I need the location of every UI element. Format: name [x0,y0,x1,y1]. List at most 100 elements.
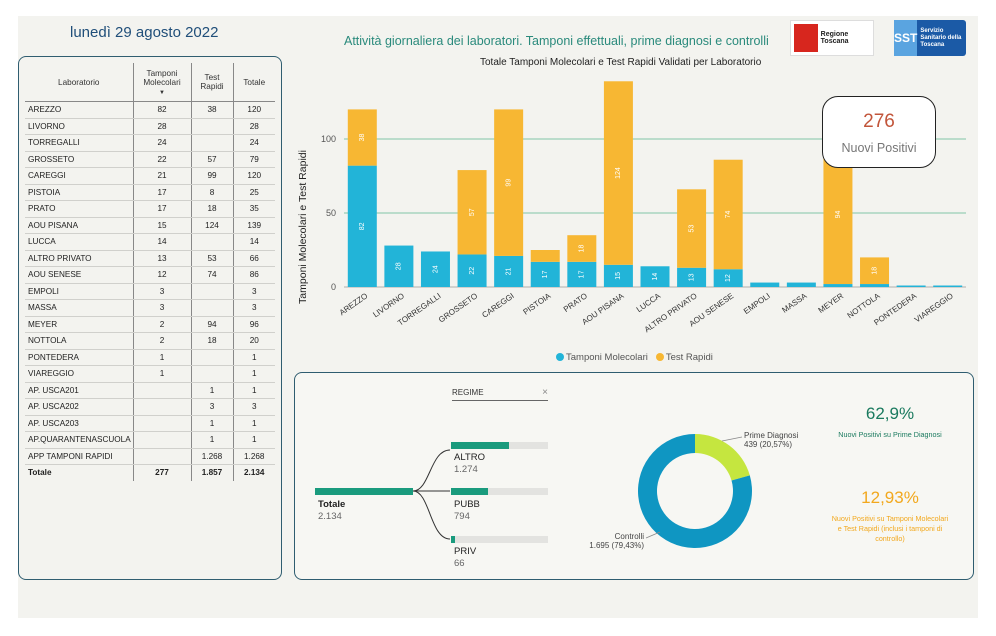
table-row[interactable]: ALTRO PRIVATO 13 53 66 [25,250,275,267]
table-row[interactable]: AP. USCA201 1 1 [25,382,275,399]
bar-tamponi [384,245,414,287]
table-cell: TORREGALLI [25,134,134,152]
tree-bar-altro [451,442,510,449]
table-cell: 1 [233,382,275,399]
table-cell: 21 [133,167,192,185]
table-row[interactable]: AP. USCA202 3 3 [25,398,275,416]
bottom-panel [294,372,974,580]
column-header-test-rapidi[interactable]: Test Rapidi [191,63,234,102]
bar-data-label: 74 [725,210,732,218]
donut-slice-prime-diagnosi[interactable] [695,434,750,481]
table-row[interactable]: VIAREGGIO 1 1 [25,365,275,383]
table-cell: 1 [133,365,192,383]
regione-toscana-logo: Regione Toscana [790,20,874,56]
bar-tamponi [860,284,890,287]
table-row[interactable]: TORREGALLI 24 24 [25,134,275,152]
table-cell: 86 [233,266,275,284]
bar-test-rapidi [603,81,633,265]
bar-data-label: 18 [579,245,586,253]
donut-slice-controlli[interactable] [638,434,752,548]
table-cell [133,382,192,399]
table-total-cell: Totale [25,464,134,481]
table-row[interactable]: EMPOLI 3 3 [25,283,275,300]
table-row[interactable]: LIVORNO 28 28 [25,118,275,135]
table-cell [133,415,192,432]
table-row[interactable]: AREZZO 82 38 120 [25,101,275,119]
table-cell: AOU PISANA [25,217,134,234]
table-row[interactable]: PISTOIA 17 8 25 [25,184,275,201]
sst-mark: SST [894,20,918,56]
table-row[interactable]: PRATO 17 18 35 [25,200,275,218]
table-cell: 74 [191,266,234,284]
table-cell: 3 [233,299,275,317]
bar-tamponi [750,282,780,287]
table-cell: VIAREGGIO [25,365,134,383]
table-row[interactable]: MASSA 3 3 [25,299,275,317]
table-row[interactable]: AP. USCA203 1 1 [25,415,275,432]
table-cell: 35 [233,200,275,218]
legend-dot-icon [655,353,664,362]
bar-test-rapidi [530,250,560,262]
regione-crest-icon [794,24,818,52]
table-total-row: Totale 277 1.857 2.134 [25,464,275,481]
table-cell [133,431,192,449]
table-cell: 1 [191,415,234,432]
table-cell: 94 [191,316,234,333]
column-header-laboratorio[interactable]: Laboratorio [25,63,134,102]
table-header-row: Laboratorio Tamponi Molecolari ▼ Test Rap… [25,63,275,102]
bar-tamponi [457,254,487,287]
table-cell: 1 [191,382,234,399]
bar-data-label: 53 [688,225,695,233]
table-cell: MEYER [25,316,134,333]
kpi-value: 62,9% [865,404,915,423]
table-row[interactable]: APP TAMPONI RAPIDI 1.268 1.268 [25,448,275,465]
bar-test-rapidi [677,189,707,268]
bar-tamponi [677,267,707,287]
sst-logo-text: Servizio Sanitario della Toscana [920,27,962,48]
table-cell: 99 [191,167,234,185]
table-cell [133,398,192,416]
table-cell: PISTOIA [25,184,134,201]
table-cell [191,349,234,366]
kpi-label: Nuovi Positivi su Prime Diagnosi [838,430,942,439]
table-row[interactable]: LUCCA 14 14 [25,233,275,251]
close-icon[interactable]: × [542,387,548,398]
bar-test-rapidi [567,235,597,262]
table-total-cell: 1.857 [191,464,234,481]
table-row[interactable]: CAREGGI 21 99 120 [25,167,275,185]
table-row[interactable]: AOU SENESE 12 74 86 [25,266,275,284]
table-cell: AP. USCA201 [25,382,134,399]
table-row[interactable]: AOU PISANA 15 124 139 [25,217,275,234]
tree-value-altro: 1.274 [454,464,478,475]
table-cell: 82 [133,101,192,119]
kpi-label: Nuovi Positivi su Tamponi Molecolari e T… [831,514,949,543]
table-cell [191,233,234,251]
table-row[interactable]: PONTEDERA 1 1 [25,349,275,366]
table-cell: 1 [191,431,234,449]
tree-label-altro: ALTRO [454,452,485,463]
table-row[interactable]: NOTTOLA 2 18 20 [25,332,275,350]
table-cell: 3 [133,299,192,317]
table-row[interactable]: MEYER 2 94 96 [25,316,275,333]
column-header-totale[interactable]: Totale [233,63,275,102]
table-row[interactable]: GROSSETO 22 57 79 [25,151,275,168]
laboratory-table-panel: Laboratorio Tamponi Molecolari ▼ Test Rap… [18,56,282,580]
legend-item-tamponi[interactable]: Tamponi Molecolari [556,352,648,363]
table-cell: 17 [133,184,192,201]
column-header-tamponi[interactable]: Tamponi Molecolari ▼ [133,63,192,102]
table-cell [191,118,234,135]
table-cell: AREZZO [25,101,134,119]
tree-label-pubb: PUBB [454,499,480,510]
regime-filter-header[interactable]: REGIME × [452,387,548,401]
new-positives-card: 276 Nuovi Positivi [822,96,936,168]
bar-test-rapidi [860,257,890,285]
bar-tamponi [640,266,670,287]
kpi-tamponi: 12,93% Nuovi Positivi su Tamponi Molecol… [830,488,950,544]
table-cell: LUCCA [25,233,134,251]
y-tick-label: 50 [326,208,336,218]
kpi-value: 12,93% [861,488,919,507]
table-cell: 3 [133,283,192,300]
legend-item-test-rapidi[interactable]: Test Rapidi [655,352,713,363]
table-row[interactable]: AP.QUARANTENASCUOLA 1 1 [25,431,275,449]
